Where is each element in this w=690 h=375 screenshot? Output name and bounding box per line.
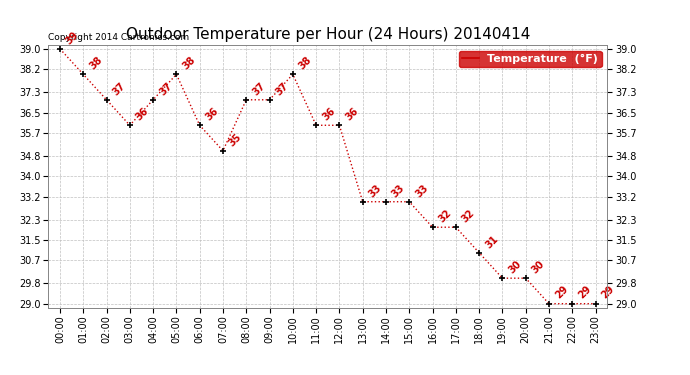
Text: 36: 36: [320, 106, 337, 123]
Text: 37: 37: [250, 80, 267, 97]
Text: 39: 39: [64, 29, 81, 46]
Text: 32: 32: [460, 208, 477, 225]
Text: Copyright 2014 Cartronics.com: Copyright 2014 Cartronics.com: [48, 33, 190, 42]
Text: 33: 33: [367, 182, 384, 199]
Text: 36: 36: [134, 106, 150, 123]
Text: 38: 38: [297, 55, 314, 72]
Text: 38: 38: [181, 55, 197, 72]
Text: 36: 36: [344, 106, 360, 123]
Text: 36: 36: [204, 106, 220, 123]
Text: 29: 29: [600, 284, 616, 301]
Text: 30: 30: [530, 259, 546, 275]
Text: 35: 35: [227, 131, 244, 148]
Text: 29: 29: [553, 284, 570, 301]
Text: 37: 37: [274, 80, 290, 97]
Text: 30: 30: [506, 259, 523, 275]
Text: 37: 37: [157, 80, 174, 97]
Text: 37: 37: [110, 80, 127, 97]
Text: 29: 29: [576, 284, 593, 301]
Text: 33: 33: [413, 182, 430, 199]
Title: Outdoor Temperature per Hour (24 Hours) 20140414: Outdoor Temperature per Hour (24 Hours) …: [126, 27, 530, 42]
Legend: Temperature  (°F): Temperature (°F): [459, 51, 602, 67]
Text: 32: 32: [437, 208, 453, 225]
Text: 38: 38: [88, 55, 104, 72]
Text: 33: 33: [390, 182, 406, 199]
Text: 31: 31: [483, 233, 500, 250]
